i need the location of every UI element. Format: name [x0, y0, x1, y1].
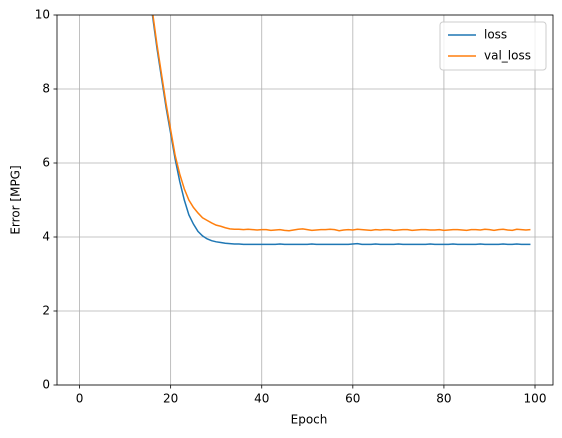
plot-frame — [56, 14, 554, 386]
legend-label: val_loss — [484, 49, 531, 63]
x-tick-label: 40 — [254, 392, 269, 406]
x-tick-label: 0 — [76, 392, 84, 406]
y-tick-label: 6 — [42, 156, 50, 170]
legend-label: loss — [484, 28, 507, 42]
legend-box — [439, 21, 547, 71]
x-axis-label: Epoch — [291, 413, 328, 427]
y-tick-label: 4 — [42, 230, 50, 244]
y-axis-label: Error [MPG] — [9, 165, 23, 234]
x-tick-label: 20 — [163, 392, 178, 406]
x-tick-label: 60 — [345, 392, 360, 406]
x-tick-label: 100 — [524, 392, 547, 406]
y-tick-label: 0 — [42, 378, 50, 392]
y-tick-label: 8 — [42, 82, 50, 96]
line-series — [152, 15, 531, 232]
y-tick-label: 10 — [35, 8, 50, 22]
x-tick-label: 80 — [436, 392, 451, 406]
y-tick-label: 2 — [42, 304, 50, 318]
